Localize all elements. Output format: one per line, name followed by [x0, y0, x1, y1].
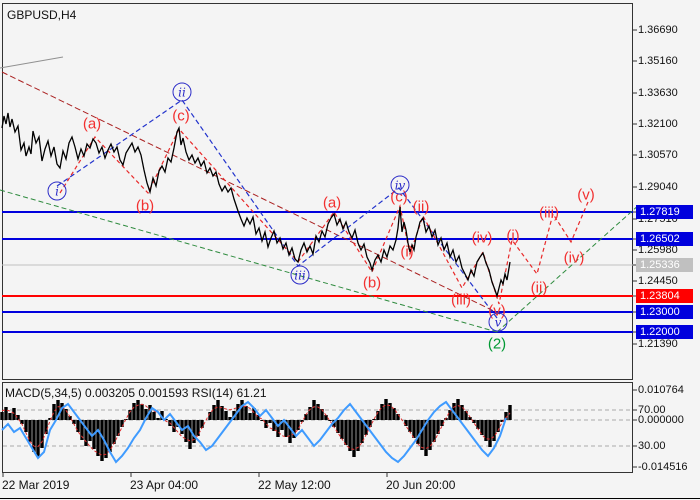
indicator-label: MACD(5,34,5) 0.003205 0.001593 RSI(14) 6… — [5, 386, 267, 400]
symbol-timeframe-label: GBPUSD,H4 — [7, 8, 77, 22]
